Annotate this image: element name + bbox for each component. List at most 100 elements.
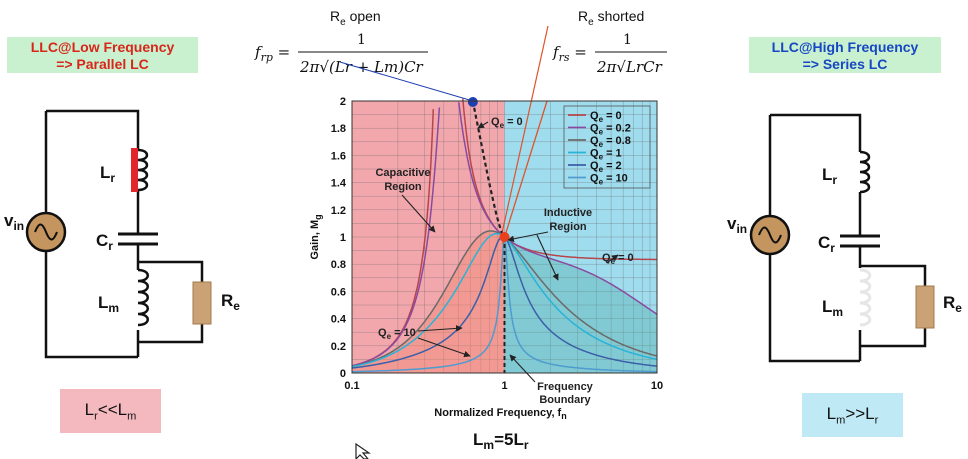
- left-inductor-lm: [137, 268, 149, 327]
- arrow-qe10-a: [417, 325, 463, 332]
- right-relation-b-sub: r: [874, 414, 879, 427]
- left-lr-highlight: [131, 148, 138, 192]
- legend-label: Qe = 0: [590, 110, 622, 124]
- right-relation-box: Lm>>Lr: [802, 393, 903, 437]
- qe0-right-label: Qe = 0: [602, 252, 634, 266]
- inductive-region-label-2: Region: [549, 221, 587, 233]
- chart-legend: Qe = 0Qe = 0.2Qe = 0.8Qe = 1Qe = 2Qe = 1…: [563, 105, 651, 189]
- legend-box: [563, 105, 651, 189]
- arrow-qe0-right: [607, 254, 619, 263]
- y-tick-label: 2: [340, 96, 346, 108]
- right-title-box: LLC@High Frequency => Series LC: [749, 37, 941, 73]
- left-title-line2: => Parallel LC: [56, 56, 149, 72]
- left-relation-op: <<: [97, 400, 118, 419]
- svg-text:2π√(Lr + Lm)Cr: 2π√(Lr + Lm)Cr: [299, 58, 424, 76]
- y-tick-label: 0.4: [331, 314, 347, 326]
- left-label-cr: Cr: [96, 231, 113, 253]
- curve-qe-0.2: [351, 102, 658, 367]
- frp-formula: frp = 1 2π√(Lr + Lm)Cr: [254, 32, 428, 76]
- inductive-region-label-1: Inductive: [544, 207, 592, 219]
- re-open-label: Re open: [330, 8, 381, 28]
- y-tick-label: 1: [340, 232, 346, 244]
- left-relation-a: L: [84, 400, 95, 419]
- left-sine-icon: [34, 223, 58, 241]
- y-tick-label: 1.2: [331, 205, 346, 217]
- chart-frame: [351, 100, 658, 374]
- left-label-re: Re: [221, 291, 240, 313]
- frp-pointer-line: [339, 61, 473, 102]
- x-tick-label: 0.1: [344, 380, 359, 392]
- right-relation-op: >>: [845, 404, 866, 423]
- inductive-shaded-area: [504, 237, 657, 373]
- y-axis-title: Gain, Mg: [309, 214, 323, 259]
- right-circuit: [768, 113, 927, 363]
- mouse-cursor-icon: [355, 442, 371, 459]
- frequency-boundary-label-1: Frequency: [537, 381, 594, 393]
- legend-label: Qe = 2: [590, 160, 622, 174]
- left-relation-b-sub: m: [127, 410, 137, 423]
- frs-pointer-line: [500, 25, 549, 238]
- arrow-capacitive: [401, 194, 436, 233]
- svg-text:frp =: frp =: [254, 43, 290, 64]
- right-resistor-re: [915, 285, 935, 329]
- lm-equals-5lr: Lm=5Lr: [473, 430, 529, 452]
- arrow-qe0-top: [477, 121, 489, 129]
- right-label-lr: Lr: [822, 165, 837, 187]
- right-sine-icon: [758, 226, 782, 244]
- x-axis-title: Normalized Frequency, fn: [434, 407, 566, 421]
- legend-label: Qe = 1: [590, 148, 622, 162]
- right-title-line2: => Series LC: [802, 56, 888, 72]
- capacitive-region-label-2: Region: [384, 181, 422, 193]
- legend-label: Qe = 10: [590, 173, 628, 187]
- right-inductor-lr: [859, 150, 871, 194]
- qe0-top-label: Qe = 0: [491, 116, 523, 130]
- right-relation-a: L: [826, 404, 837, 423]
- left-inductor-lr: [137, 148, 149, 192]
- svg-text:1: 1: [357, 32, 366, 48]
- frequency-boundary-label-2: Boundary: [539, 394, 591, 406]
- arrow-inductive: [507, 231, 549, 243]
- resonant-dot: [499, 232, 510, 242]
- arrow-qe10-b: [417, 337, 471, 358]
- svg-text:1: 1: [623, 32, 632, 48]
- x-tick-label: 1: [501, 380, 507, 392]
- qe10-label: Qe = 10: [378, 327, 416, 341]
- gain-chart: 0.1 1 10 0 0.2 0.4 0.6 0.8 1 1.2 1.4 1.6 1.8 2 Normali…: [309, 25, 663, 421]
- frs-formula: frs = 1 2π√LrCr: [552, 32, 667, 76]
- left-label-lm: Lm: [98, 293, 119, 315]
- y-tick-label: 0: [340, 368, 346, 380]
- y-tick-label: 1.8: [331, 123, 346, 135]
- arrow-inductive-2: [536, 234, 559, 281]
- right-label-re: Re: [943, 293, 962, 315]
- y-tick-label: 1.6: [331, 150, 346, 162]
- left-resistor-re: [192, 281, 212, 325]
- y-tick-label: 0.8: [331, 259, 346, 271]
- frp-dot: [467, 97, 478, 107]
- series-resonance-line: [501, 100, 548, 244]
- right-label-lm: Lm: [822, 297, 843, 319]
- right-relation-b: L: [865, 404, 875, 423]
- re-shorted-label: Re shorted: [578, 8, 644, 28]
- right-relation-a-sub: m: [836, 414, 846, 427]
- left-label-vin: vin: [4, 211, 24, 233]
- peak-locus-dashed: [471, 100, 506, 238]
- capacitive-shaded-area: [352, 231, 505, 373]
- left-relation-b: L: [117, 400, 128, 419]
- left-relation-a-sub: r: [94, 410, 98, 423]
- x-tick-label: 10: [651, 380, 663, 392]
- gain-curves: [339, 25, 658, 373]
- svg-text:frs =: frs =: [552, 43, 587, 64]
- left-label-lr: Lr: [100, 163, 115, 185]
- arrow-boundary: [509, 354, 536, 383]
- y-tick-label: 1.4: [331, 178, 347, 190]
- svg-text:2π√LrCr: 2π√LrCr: [596, 58, 663, 76]
- y-tick-label: 0.2: [331, 341, 346, 353]
- right-label-cr: Cr: [818, 233, 835, 255]
- y-tick-label: 0.6: [331, 286, 346, 298]
- capacitive-region-label-1: Capacitive: [375, 167, 430, 179]
- right-label-vin: vin: [727, 214, 747, 236]
- right-inductor-lm-faded: [859, 268, 872, 327]
- right-title-line1: LLC@High Frequency: [771, 39, 919, 55]
- left-circuit: [44, 109, 204, 359]
